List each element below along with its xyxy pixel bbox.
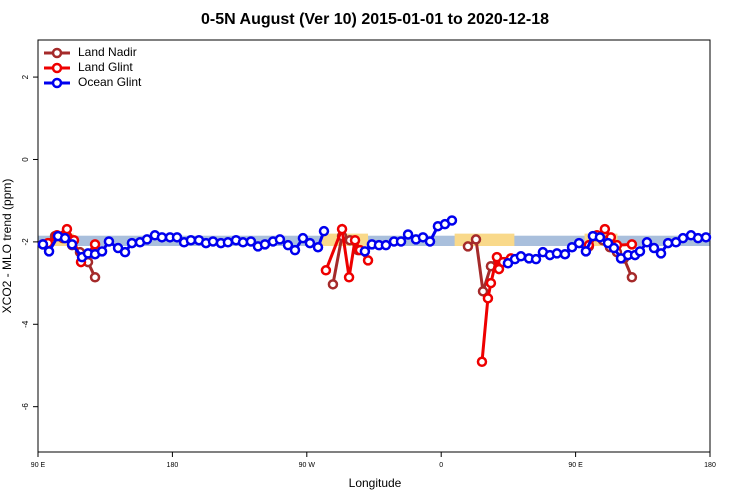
x-tick-label: 180 (167, 462, 179, 469)
point (343, 272, 355, 283)
legend-marker (51, 62, 63, 74)
point (304, 237, 316, 249)
x-tick-label: 90 E (31, 462, 46, 469)
point (655, 248, 667, 259)
point (626, 272, 638, 283)
y-tick-label: -6 (21, 403, 30, 411)
point (482, 293, 494, 304)
point (700, 232, 712, 243)
point (185, 234, 197, 246)
legend-label: Land Glint (78, 60, 133, 74)
point (37, 239, 49, 250)
point (43, 246, 55, 257)
legend-marker (51, 47, 63, 59)
point (89, 239, 101, 250)
y-tick-label: -2 (21, 238, 30, 246)
x-tick-label: 90 W (299, 462, 316, 469)
x-tick-label: 90 E (568, 462, 583, 469)
point (599, 223, 611, 235)
legend-label: Ocean Glint (78, 75, 142, 89)
point (573, 237, 585, 249)
point (594, 232, 606, 243)
point (312, 241, 324, 253)
point (395, 236, 407, 247)
point (259, 239, 271, 250)
point (289, 244, 301, 256)
point (274, 234, 286, 245)
point (446, 215, 458, 226)
point (297, 232, 309, 244)
point (359, 246, 371, 257)
point (462, 241, 474, 252)
point (677, 232, 689, 244)
point (402, 229, 414, 240)
point (626, 239, 638, 250)
x-tick-label: 0 (439, 462, 443, 469)
point (476, 356, 488, 368)
point (559, 248, 571, 260)
legend-marker (51, 77, 63, 89)
point (318, 225, 330, 237)
point (59, 232, 71, 244)
point (336, 223, 348, 235)
point (641, 237, 653, 248)
x-axis-label: Longitude (349, 476, 402, 490)
y-tick-label: -4 (21, 320, 30, 328)
chart-title: 0-5N August (Ver 10) 2015-01-01 to 2020-… (201, 11, 549, 28)
point (551, 248, 563, 259)
point (222, 237, 234, 248)
point (485, 277, 497, 289)
y-axis-label: XCO2 - MLO trend (ppm) (0, 179, 14, 314)
point (141, 234, 153, 245)
point (320, 265, 332, 276)
point (424, 236, 436, 247)
point (477, 286, 489, 297)
point (61, 223, 73, 235)
point (119, 246, 131, 258)
point (327, 279, 339, 290)
series-line (47, 223, 632, 362)
point (362, 255, 374, 266)
point (89, 272, 101, 283)
point (515, 251, 527, 262)
point (470, 234, 482, 245)
point (66, 239, 78, 250)
y-tick-label: 2 (21, 74, 30, 79)
point (171, 232, 183, 243)
point (126, 237, 138, 249)
point (634, 246, 646, 257)
point (648, 242, 660, 254)
point (245, 236, 257, 247)
point (530, 253, 542, 265)
point (282, 239, 294, 251)
point (156, 232, 168, 243)
point (103, 236, 115, 247)
point (349, 234, 361, 246)
point (96, 246, 108, 257)
point (580, 246, 592, 257)
y-tick-label: 0 (21, 157, 30, 162)
legend-label: Land Nadir (78, 45, 137, 59)
point (608, 242, 620, 254)
point (380, 239, 392, 251)
x-tick-label: 180 (704, 462, 716, 469)
